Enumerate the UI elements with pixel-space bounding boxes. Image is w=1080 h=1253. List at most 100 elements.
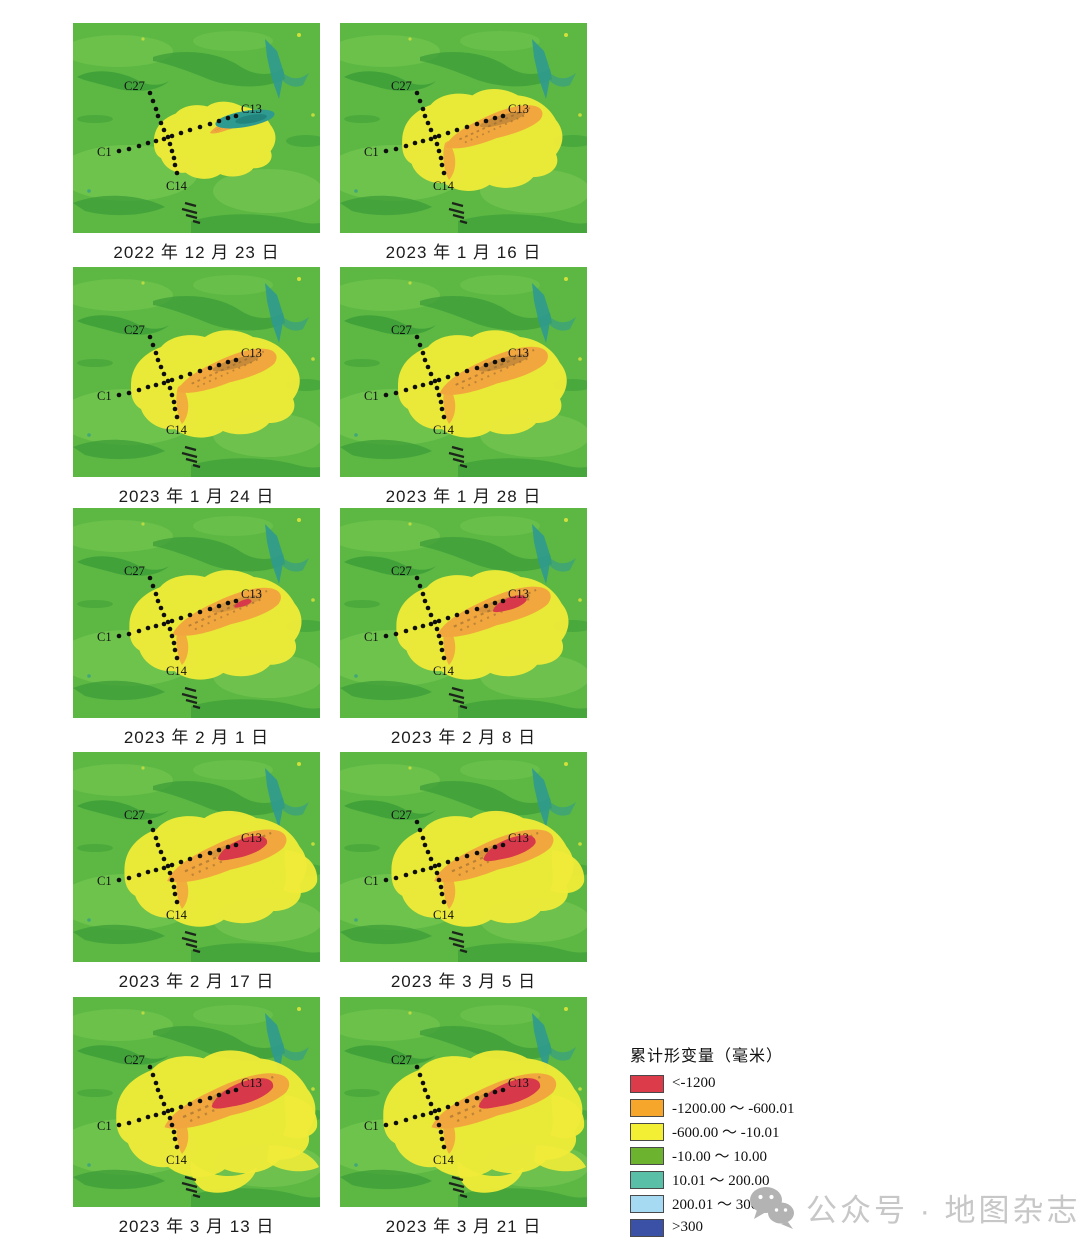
- deformation-map: C27 C13 C1 C14: [340, 23, 587, 233]
- map-panel: C27 C13 C1 C14: [73, 752, 320, 962]
- map-label-c14: C14: [433, 179, 455, 193]
- map-label-c1: C1: [97, 1119, 112, 1133]
- legend-item: 10.01 ～ 200.00: [630, 1170, 930, 1189]
- map-caption: 2023 年 2 月 17 日: [118, 972, 275, 991]
- legend-label: -600.00 ～ -10.01: [672, 1125, 780, 1141]
- map-label-c13: C13: [508, 1076, 529, 1090]
- map-label-c27: C27: [391, 79, 412, 93]
- map-panel: C27 C13 C1 C14: [340, 267, 587, 477]
- map-panel: C27 C13 C1 C14: [340, 752, 587, 962]
- survey-line-dots: [116, 90, 239, 176]
- map-caption: 2023 年 3 月 13 日: [118, 1217, 275, 1236]
- map-caption: 2023 年 1 月 16 日: [385, 243, 542, 262]
- map-panel: C27 C13 C1 C14: [340, 997, 587, 1207]
- wechat-icon: [750, 1187, 794, 1229]
- survey-line-dots: [116, 819, 239, 905]
- map-label-c13: C13: [508, 587, 529, 601]
- map-label-c27: C27: [124, 564, 145, 578]
- survey-line-dots: [116, 334, 239, 420]
- map-caption: 2023 年 1 月 28 日: [385, 487, 542, 506]
- map-caption: 2023 年 3 月 5 日: [390, 972, 537, 991]
- map-caption: 2023 年 3 月 21 日: [385, 1217, 542, 1236]
- map-caption: 2023 年 2 月 1 日: [123, 728, 270, 747]
- map-label-c1: C1: [97, 630, 112, 644]
- legend-item: -10.00 ～ 10.00: [630, 1146, 930, 1165]
- legend-title: 累计形变量（毫米）: [630, 1048, 784, 1065]
- legend-item: -600.00 ～ -10.01: [630, 1122, 930, 1141]
- deformation-map: C27 C13 C1 C14: [340, 267, 587, 477]
- map-label-c13: C13: [241, 831, 262, 845]
- survey-line-dots: [383, 575, 506, 661]
- map-label-c27: C27: [124, 1053, 145, 1067]
- legend-label: <-1200: [672, 1075, 716, 1091]
- map-label-c27: C27: [391, 564, 412, 578]
- map-label-c1: C1: [97, 145, 112, 159]
- map-caption: 2022 年 12 月 23 日: [113, 243, 280, 262]
- map-label-c1: C1: [97, 389, 112, 403]
- legend-swatch: [630, 1098, 664, 1117]
- map-label-c14: C14: [433, 423, 455, 437]
- map-label-c14: C14: [166, 908, 188, 922]
- legend-label: 10.01 ～ 200.00: [672, 1173, 770, 1189]
- map-label-c27: C27: [391, 808, 412, 822]
- map-panel: C27 C13 C1 C14: [73, 267, 320, 477]
- map-label-c27: C27: [391, 323, 412, 337]
- legend-item: <-1200: [630, 1074, 930, 1093]
- legend: 累计形变量（毫米） <-1200 -1200.00 ～ -600.01 -600.0…: [630, 1042, 930, 1242]
- legend-swatch: [630, 1218, 664, 1237]
- map-label-c13: C13: [241, 1076, 262, 1090]
- map-label-c1: C1: [97, 874, 112, 888]
- legend-label: >300: [672, 1219, 703, 1235]
- map-panel: C27 C13 C1 C14: [73, 997, 320, 1207]
- legend-swatch: [630, 1170, 664, 1189]
- map-panel: C27 C13 C1 C14: [73, 23, 320, 233]
- map-label-c27: C27: [124, 808, 145, 822]
- survey-line-dots: [383, 90, 506, 176]
- map-label-c13: C13: [508, 102, 529, 116]
- map-label-c27: C27: [124, 323, 145, 337]
- survey-line-dots: [383, 819, 506, 905]
- map-label-c13: C13: [241, 587, 262, 601]
- map-label-c27: C27: [124, 79, 145, 93]
- survey-line-dots: [383, 334, 506, 420]
- deformation-map: C27 C13 C1 C14: [340, 997, 587, 1207]
- watermark: 公众号 · 地图杂志: [748, 1184, 1080, 1230]
- map-caption: 2023 年 1 月 24 日: [118, 487, 275, 506]
- legend-label: -1200.00 ～ -600.01: [672, 1101, 795, 1117]
- map-label-c14: C14: [433, 1153, 455, 1167]
- survey-line-dots: [383, 1064, 506, 1150]
- legend-items: <-1200 -1200.00 ～ -600.01 -600.00 ～ -10.01…: [630, 1074, 930, 1237]
- map-label-c14: C14: [166, 664, 188, 678]
- survey-line-dots: [116, 575, 239, 661]
- legend-swatch: [630, 1194, 664, 1213]
- legend-swatch: [630, 1122, 664, 1141]
- deformation-map: C27 C13 C1 C14: [340, 508, 587, 718]
- map-label-c13: C13: [241, 346, 262, 360]
- map-label-c1: C1: [364, 389, 379, 403]
- map-caption: 2023 年 2 月 8 日: [390, 728, 537, 747]
- legend-item: -1200.00 ～ -600.01: [630, 1098, 930, 1117]
- map-label-c13: C13: [241, 102, 262, 116]
- map-label-c14: C14: [433, 664, 455, 678]
- map-label-c1: C1: [364, 874, 379, 888]
- map-label-c27: C27: [391, 1053, 412, 1067]
- survey-line-dots: [116, 1064, 239, 1150]
- map-label-c14: C14: [166, 179, 188, 193]
- map-label-c1: C1: [364, 1119, 379, 1133]
- map-label-c13: C13: [508, 831, 529, 845]
- deformation-map: C27 C13 C1 C14: [340, 752, 587, 962]
- legend-label: -10.00 ～ 10.00: [672, 1149, 767, 1165]
- watermark-text: 公众号 · 地图杂志: [806, 1192, 1080, 1228]
- deformation-map: C27 C13 C1 C14: [73, 267, 320, 477]
- legend-swatch: [630, 1074, 664, 1093]
- deformation-map: C27 C13 C1 C14: [73, 23, 320, 233]
- map-panel: C27 C13 C1 C14: [73, 508, 320, 718]
- map-label-c14: C14: [166, 423, 188, 437]
- legend-item: >300: [630, 1218, 930, 1237]
- deformation-map: C27 C13 C1 C14: [73, 752, 320, 962]
- deformation-map: C27 C13 C1 C14: [73, 997, 320, 1207]
- map-label-c14: C14: [433, 908, 455, 922]
- deformation-map: C27 C13 C1 C14: [73, 508, 320, 718]
- map-label-c14: C14: [166, 1153, 188, 1167]
